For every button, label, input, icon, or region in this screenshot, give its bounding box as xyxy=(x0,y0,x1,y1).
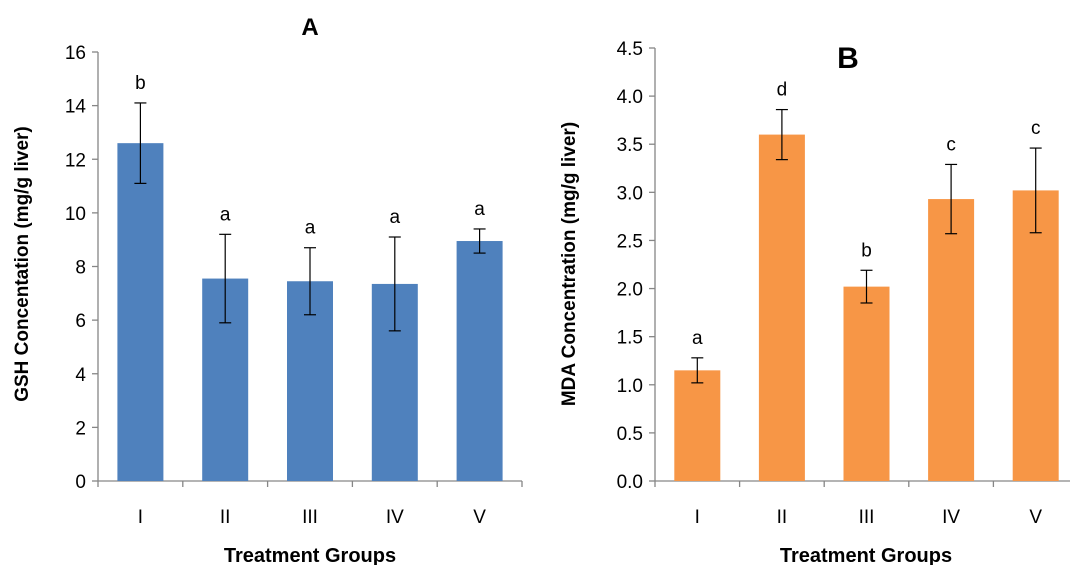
significance-label: c xyxy=(946,134,956,155)
chart-panel-b: B MDA Concentration (mg/g liver) Treatme… xyxy=(559,39,1070,565)
bar xyxy=(758,134,805,481)
y-tick-label: 2.5 xyxy=(617,231,643,252)
x-tick-label: V xyxy=(1029,507,1042,528)
y-tick-label: 0.5 xyxy=(617,424,643,445)
x-tick-label: I xyxy=(138,507,143,528)
y-tick-label: 2 xyxy=(75,418,86,439)
chart-panel-a: A GSH Concentation (mg/g liver) Treatmen… xyxy=(12,14,523,565)
bar xyxy=(456,241,503,481)
y-axis-label: MDA Concentration (mg/g liver) xyxy=(559,122,580,406)
y-tick-label: 0 xyxy=(75,472,86,493)
bar xyxy=(1012,190,1059,482)
y-tick-label: 1.5 xyxy=(617,328,643,349)
x-axis-label: Treatment Groups xyxy=(224,545,396,565)
significance-label: b xyxy=(861,240,872,261)
y-tick-label: 4 xyxy=(75,365,86,386)
x-tick-label: V xyxy=(473,507,486,528)
x-tick-label: I xyxy=(695,507,700,528)
bar xyxy=(117,143,164,481)
y-tick-label: 1.0 xyxy=(617,376,643,397)
y-tick-label: 2.0 xyxy=(617,280,643,301)
significance-label: a xyxy=(220,204,231,225)
x-tick-label: IV xyxy=(386,507,404,528)
significance-label: a xyxy=(305,218,316,239)
x-tick-label: II xyxy=(777,507,788,528)
x-axis-label: Treatment Groups xyxy=(780,545,952,565)
x-tick-label: IV xyxy=(942,507,960,528)
y-tick-label: 8 xyxy=(75,258,86,279)
y-tick-label: 4.0 xyxy=(617,87,643,108)
x-tick-label: II xyxy=(220,507,231,528)
significance-label: a xyxy=(692,328,703,349)
significance-label: a xyxy=(390,207,401,228)
y-tick-label: 10 xyxy=(65,204,86,225)
y-tick-label: 12 xyxy=(65,150,86,171)
significance-label: d xyxy=(777,80,788,101)
bar xyxy=(843,286,890,481)
significance-label: a xyxy=(474,199,485,220)
y-tick-label: 6 xyxy=(75,311,86,332)
x-tick-label: III xyxy=(859,507,875,528)
y-tick-label: 4.5 xyxy=(617,39,643,60)
bar xyxy=(674,370,721,481)
bar xyxy=(928,199,975,481)
significance-label: c xyxy=(1031,118,1041,139)
y-tick-label: 14 xyxy=(65,97,87,118)
y-tick-label: 3.5 xyxy=(617,135,643,156)
y-axis-label: GSH Concentation (mg/g liver) xyxy=(12,126,33,402)
x-tick-label: III xyxy=(302,507,318,528)
chart-title: A xyxy=(301,14,318,41)
y-tick-label: 16 xyxy=(65,43,86,64)
significance-label: b xyxy=(135,73,146,94)
chart-title: B xyxy=(837,42,859,75)
y-tick-label: 3.0 xyxy=(617,183,643,204)
y-tick-label: 0.0 xyxy=(617,472,643,493)
